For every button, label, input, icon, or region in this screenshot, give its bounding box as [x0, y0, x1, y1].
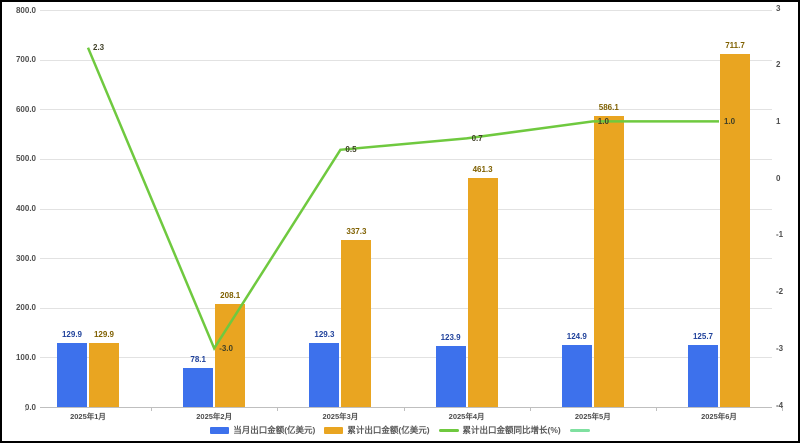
cumulative-export-bar[interactable]: [720, 53, 750, 407]
legend-swatch-cumulative-export: [324, 426, 344, 434]
y-axis-left-tick-label: 600.0: [15, 104, 36, 114]
growth-point-label: 1.0: [597, 116, 609, 126]
gridline: [40, 109, 772, 111]
monthly-export-bar-value-label: 123.9: [440, 332, 461, 342]
gridline: [40, 307, 772, 309]
monthly-export-bar[interactable]: [435, 345, 466, 407]
x-axis-tickmark: [782, 407, 784, 411]
growth-point-label: 2.3: [93, 43, 105, 53]
monthly-export-bar-value-label: 78.1: [190, 355, 206, 365]
growth-point-label: 0.5: [345, 145, 357, 155]
x-axis-tickmark: [24, 407, 26, 411]
legend-label-cumulative-export: 累计出口金额(亿美元): [347, 425, 430, 435]
x-axis-category-label: 2025年4月: [448, 412, 485, 421]
x-axis-tickmark: [277, 407, 279, 411]
legend-swatch-extra-line: [569, 428, 590, 432]
gridline: [40, 357, 772, 359]
y-axis-right-tick-label: 3: [776, 3, 781, 13]
y-axis-left-tick-label: 200.0: [15, 303, 36, 313]
x-axis-tickmark: [529, 407, 531, 411]
gridline: [40, 158, 772, 160]
legend-item-extra-line[interactable]: [569, 428, 590, 432]
legend-swatch-monthly-export: [210, 426, 230, 434]
monthly-export-bar-value-label: 129.3: [314, 329, 335, 339]
x-axis-category-label: 2025年3月: [322, 412, 359, 421]
x-axis-category-label: 2025年2月: [196, 412, 233, 421]
growth-point-label: 1.0: [724, 116, 736, 126]
cumulative-export-bar-value-label: 711.7: [725, 40, 745, 50]
gridline: [40, 10, 772, 11]
legend-item-monthly-export[interactable]: 当月出口金额(亿美元): [210, 424, 315, 436]
legend-label-monthly-export: 当月出口金额(亿美元): [233, 425, 316, 435]
y-axis-right-tick-label: -4: [776, 400, 784, 410]
cumulative-export-bar[interactable]: [89, 342, 119, 407]
x-axis-line: [40, 407, 772, 408]
growth-point-label: 0.7: [471, 133, 483, 143]
legend-label-growth-line: 累计出口金额同比增长(%): [462, 425, 561, 435]
cumulative-export-bar[interactable]: [593, 116, 624, 407]
x-axis-category-label: 2025年1月: [70, 412, 106, 421]
monthly-export-bar-value-label: 124.9: [566, 332, 587, 342]
legend-item-growth-line[interactable]: 累计出口金额同比增长(%): [438, 424, 561, 436]
growth-line: [86, 47, 719, 351]
monthly-export-bar[interactable]: [688, 344, 718, 407]
growth-point-label: -3.0: [219, 343, 233, 353]
cumulative-export-bar[interactable]: [341, 239, 372, 407]
y-axis-left-tick-label: 800.0: [15, 5, 36, 15]
cumulative-export-bar-value-label: 461.3: [472, 165, 493, 175]
cumulative-export-bar-value-label: 337.3: [346, 226, 367, 236]
legend-item-cumulative-export[interactable]: 累计出口金额(亿美元): [324, 424, 430, 436]
x-axis-tickmark: [151, 407, 153, 411]
y-axis-left-tick-label: 300.0: [15, 253, 36, 263]
y-axis-left-tick-label: 700.0: [15, 55, 36, 65]
y-axis-left-tick-label: 500.0: [15, 154, 36, 164]
monthly-export-bar-value-label: 129.9: [61, 329, 83, 339]
gridline: [40, 258, 772, 260]
y-axis-left-tick-label: 400.0: [15, 204, 36, 213]
gridline: [40, 59, 772, 61]
y-axis-right-tick-label: 1: [776, 116, 781, 126]
x-axis-category-label: 2025年6月: [701, 412, 737, 421]
monthly-export-bar[interactable]: [309, 342, 340, 407]
cumulative-export-bar-value-label: 208.1: [220, 290, 241, 300]
x-axis-category-label: 2025年5月: [574, 412, 611, 421]
y-axis-right-tick-label: -2: [776, 287, 784, 297]
cumulative-export-bar-value-label: 129.9: [93, 329, 115, 339]
gridline: [40, 208, 772, 210]
monthly-export-bar-value-label: 125.7: [692, 331, 714, 341]
y-axis-left-tick-label: 0.0: [24, 402, 36, 412]
y-axis-right-tick-label: -1: [776, 230, 784, 240]
monthly-export-bar[interactable]: [183, 368, 214, 407]
x-axis-tickmark: [403, 407, 405, 411]
monthly-export-bar[interactable]: [561, 345, 592, 407]
x-axis-tickmark: [655, 407, 657, 411]
legend: 当月出口金额(亿美元) 累计出口金额(亿美元) 累计出口金额同比增长(%): [2, 424, 798, 436]
y-axis-right-tick-label: -3: [776, 343, 784, 353]
cumulative-export-bar-value-label: 586.1: [598, 103, 619, 113]
y-axis-left-tick-label: 100.0: [15, 352, 36, 362]
cumulative-export-bar[interactable]: [467, 178, 498, 407]
y-axis-right-tick-label: 2: [776, 60, 781, 70]
legend-swatch-growth-line: [438, 428, 459, 432]
monthly-export-bar[interactable]: [57, 342, 87, 407]
y-axis-right-tick-label: 0: [776, 173, 781, 183]
